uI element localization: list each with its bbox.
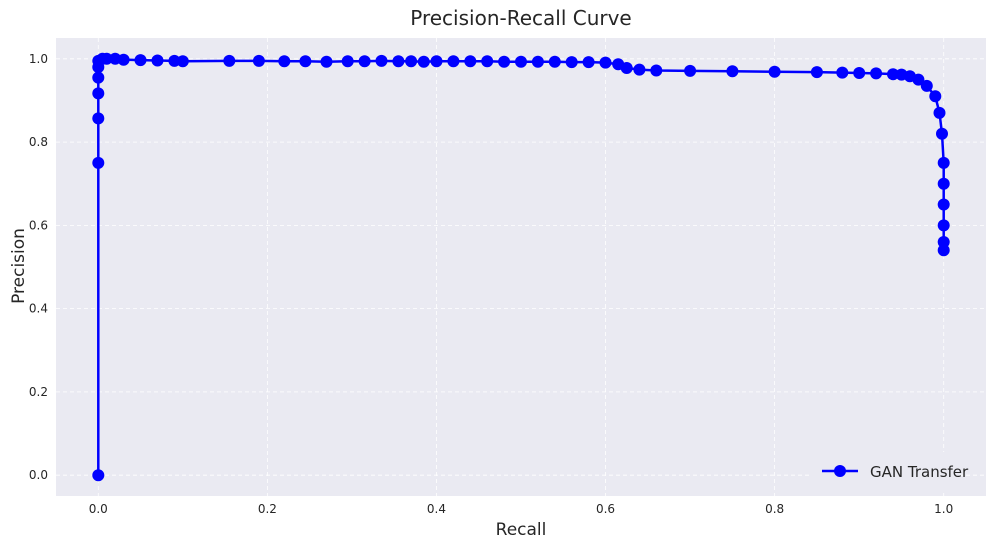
chart-title: Precision-Recall Curve: [410, 6, 631, 30]
data-point: [176, 55, 189, 68]
data-point: [933, 106, 946, 119]
series-layer: [92, 52, 950, 482]
data-point: [531, 55, 544, 68]
x-tick-label: 0.4: [427, 502, 446, 516]
data-point: [299, 55, 312, 68]
data-point: [937, 156, 950, 169]
y-tick-label: 0.4: [29, 302, 48, 316]
data-point: [912, 73, 925, 86]
y-tick-label: 0.6: [29, 218, 48, 232]
x-tick-label: 0.2: [258, 502, 277, 516]
x-tick-label: 0.0: [89, 502, 108, 516]
data-point: [320, 55, 333, 68]
data-point: [937, 219, 950, 232]
data-point: [599, 56, 612, 69]
plot-area: [56, 38, 986, 496]
data-point: [684, 64, 697, 77]
y-tick-labels: 0.0 0.2 0.4 0.6 0.8 1.0: [29, 52, 48, 482]
data-point: [726, 65, 739, 78]
x-tick-label: 1.0: [934, 502, 953, 516]
data-point: [565, 56, 578, 69]
data-point: [937, 236, 950, 248]
data-point: [92, 469, 105, 482]
data-point: [853, 67, 866, 79]
y-tick-label: 1.0: [29, 52, 48, 66]
data-point: [836, 66, 849, 79]
data-point: [937, 244, 950, 257]
x-axis-label: Recall: [496, 520, 547, 540]
data-point: [920, 79, 933, 92]
data-point: [548, 55, 561, 68]
data-point: [887, 68, 899, 81]
y-tick-label: 0.2: [29, 385, 48, 399]
data-point: [92, 87, 105, 100]
grid-lines: [56, 38, 986, 496]
data-point: [430, 55, 443, 68]
data-point: [151, 54, 164, 67]
x-tick-label: 0.8: [765, 502, 784, 516]
data-point: [341, 55, 354, 68]
legend-label: GAN Transfer: [870, 463, 969, 481]
data-point: [633, 63, 646, 76]
data-point: [417, 55, 430, 68]
data-point: [375, 54, 388, 67]
data-point: [768, 65, 781, 78]
data-point: [810, 66, 823, 79]
data-point: [100, 52, 113, 65]
legend: GAN Transfer: [812, 452, 969, 490]
data-point: [582, 56, 595, 69]
data-point: [117, 53, 130, 66]
data-point: [870, 67, 883, 80]
data-point: [92, 156, 105, 169]
data-point: [405, 55, 418, 68]
data-point: [223, 54, 236, 67]
data-point: [92, 112, 105, 125]
data-point: [498, 55, 511, 68]
data-point: [358, 55, 371, 68]
data-point: [929, 90, 942, 103]
y-tick-label: 0.8: [29, 135, 48, 149]
data-point: [252, 54, 265, 67]
data-point: [515, 55, 527, 68]
data-point: [937, 177, 950, 190]
data-point: [481, 55, 494, 68]
data-point: [620, 62, 633, 74]
data-point: [650, 64, 663, 77]
data-point: [392, 55, 405, 68]
y-tick-label: 0.0: [29, 468, 48, 482]
data-point: [464, 55, 477, 68]
x-tick-label: 0.6: [596, 502, 615, 516]
data-point: [936, 127, 948, 140]
data-point: [278, 55, 291, 68]
data-point: [92, 71, 105, 84]
data-point: [447, 55, 460, 68]
y-axis-label: Precision: [9, 228, 29, 304]
legend-marker: [834, 465, 846, 477]
data-point: [134, 54, 147, 67]
data-point: [937, 198, 950, 211]
x-tick-labels: 0.0 0.2 0.4 0.6 0.8 1.0: [89, 502, 954, 516]
